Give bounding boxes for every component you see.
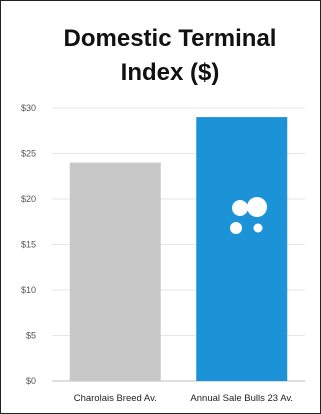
y-tick-label: $20 (21, 194, 36, 204)
y-tick-label: $5 (26, 331, 36, 341)
y-tick-label: $10 (21, 285, 36, 295)
logo-dot-small-left (230, 222, 242, 234)
x-category-label: Charolais Breed Av. (74, 393, 157, 404)
logo-dot-small-right (254, 224, 263, 233)
x-axis-category-labels: Charolais Breed Av. Annual Sale Bulls 23 … (74, 393, 293, 404)
x-category-label: Annual Sale Bulls 23 Av. (190, 393, 293, 404)
chart-title-line-1: Domestic Terminal (64, 25, 277, 52)
chart-title-line-2: Index ($) (121, 59, 220, 86)
logo-dot-large-left (232, 200, 248, 216)
y-tick-label: $15 (21, 240, 36, 250)
bar-1 (70, 163, 161, 381)
y-tick-label: $0 (26, 376, 36, 386)
bar-2 (196, 117, 287, 381)
y-axis-ticks: $0 $5 $10 $15 $20 $25 $30 (21, 103, 36, 386)
y-tick-label: $25 (21, 149, 36, 159)
logo-dot-large-right (247, 197, 267, 217)
bars (70, 117, 288, 381)
y-tick-label: $30 (21, 103, 36, 113)
